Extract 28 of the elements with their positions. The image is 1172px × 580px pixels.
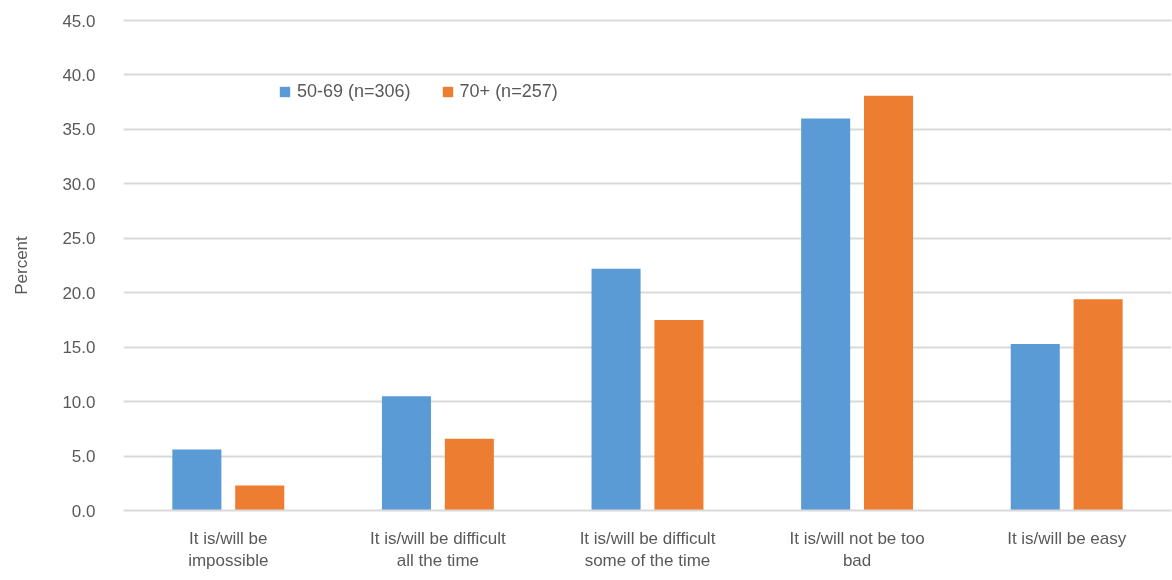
x-tick-label: It is/will be easy: [1007, 528, 1127, 548]
y-tick-label: 35.0: [62, 120, 96, 140]
y-tick-label: 5.0: [71, 447, 96, 467]
y-tick-label: 0.0: [71, 501, 96, 521]
x-tick-label: It is/will be difficult all the time: [370, 528, 507, 571]
bar: [654, 319, 704, 511]
legend-label: 70+ (n=257): [459, 81, 558, 102]
y-axis-title: Percent: [12, 235, 32, 295]
bar: [444, 438, 494, 511]
bar: [235, 485, 285, 511]
x-tick-label: It is/will be difficult some of the time: [579, 528, 716, 571]
bar: [801, 118, 851, 511]
y-tick-label: 30.0: [62, 174, 96, 194]
bar: [1073, 299, 1123, 511]
bar: [864, 95, 914, 511]
y-tick-label: 40.0: [62, 65, 96, 85]
x-tick-label: It is/will be impossible: [188, 528, 269, 571]
bar: [591, 268, 641, 511]
y-tick-label: 45.0: [62, 11, 96, 31]
bar: [381, 396, 431, 511]
y-tick-label: 20.0: [62, 283, 96, 303]
bar: [172, 449, 222, 511]
bar: [1010, 343, 1060, 511]
legend-label: 50-69 (n=306): [297, 81, 411, 102]
x-tick-label: It is/will not be too bad: [789, 528, 925, 571]
y-tick-label: 10.0: [62, 392, 96, 412]
y-tick-label: 15.0: [62, 338, 96, 358]
y-tick-label: 25.0: [62, 229, 96, 249]
